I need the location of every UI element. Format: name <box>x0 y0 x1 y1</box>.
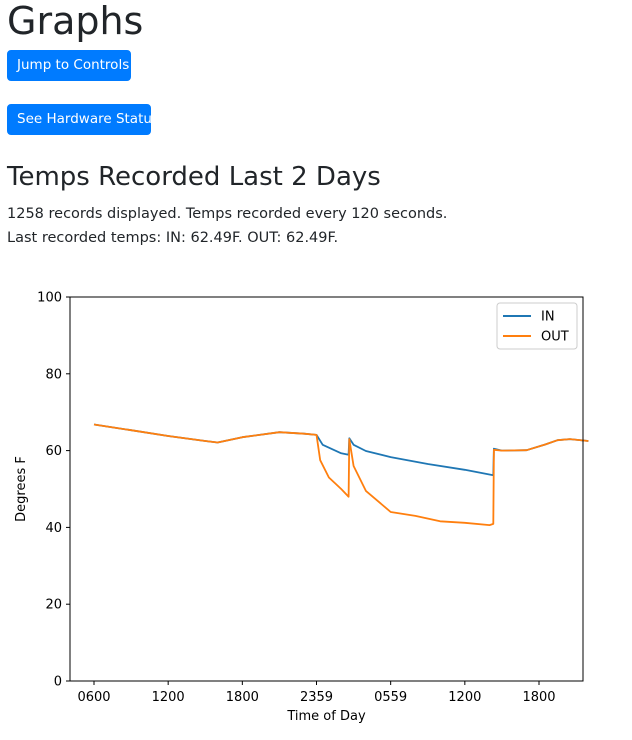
y-tick-label: 0 <box>54 675 62 690</box>
y-tick-label: 100 <box>37 291 62 306</box>
page-title: Graphs <box>7 0 144 43</box>
temperature-chart: 0 20 40 60 80 100 0600 1200 1800 2359 0559 1200 1800… <box>14 291 589 724</box>
x-tick-label: 2359 <box>300 690 333 705</box>
plot-frame <box>69 296 584 682</box>
y-tick-label: 20 <box>45 598 62 613</box>
y-tick-label: 60 <box>45 444 62 459</box>
x-tick-label: 0600 <box>77 690 110 705</box>
series-line-out <box>93 423 589 527</box>
x-axis-label: Time of Day <box>286 709 366 724</box>
y-axis-label: Degrees F <box>14 456 29 522</box>
y-tick-label: 80 <box>45 367 62 382</box>
records-info: 1258 records displayed. Temps recorded e… <box>7 206 448 222</box>
x-tick-label: 1800 <box>226 690 259 705</box>
y-tick-label: 40 <box>45 521 62 536</box>
hardware-status-button[interactable]: See Hardware Status <box>7 104 159 135</box>
x-tick-label: 1200 <box>152 690 185 705</box>
jump-to-controls-button[interactable]: Jump to Controls <box>7 50 131 81</box>
legend-label-out: OUT <box>541 330 569 345</box>
x-tick-label: 1800 <box>522 690 555 705</box>
legend-box <box>496 302 578 350</box>
section-title: Temps Recorded Last 2 Days <box>7 162 381 192</box>
legend-label-in: IN <box>541 310 555 325</box>
x-tick-label: 1200 <box>448 690 481 705</box>
last-temps-info: Last recorded temps: IN: 62.49F. OUT: 62… <box>7 230 339 246</box>
x-tick-label: 0559 <box>374 690 407 705</box>
